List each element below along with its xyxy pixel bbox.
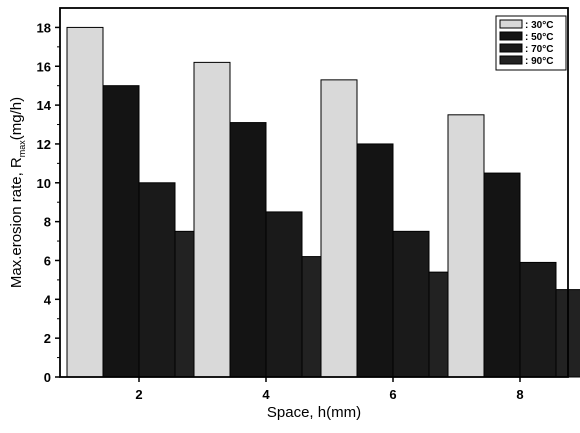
y-tick-label-12: 12 (37, 137, 51, 152)
x-tick-label-8: 8 (516, 387, 523, 402)
legend-swatch-1 (499, 31, 523, 41)
legend-label-3: : 90°C (525, 56, 553, 67)
bar-6-series-0 (320, 79, 358, 378)
legend-swatch-3 (499, 55, 523, 65)
x-tick-label-2: 2 (135, 387, 142, 402)
y-tick-label-18: 18 (37, 20, 51, 35)
bar-2-series-1 (102, 85, 140, 378)
plot-frame (59, 7, 569, 378)
bar-6-series-1 (356, 143, 394, 378)
bar-6-series-2 (392, 230, 430, 378)
y-axis-title-unit: (mg/h) (8, 97, 25, 140)
y-axis-title-subscript: max (17, 140, 27, 158)
y-tick-label-2: 2 (44, 331, 51, 346)
bar-4-series-2 (265, 211, 303, 378)
x-axis-title: Space, h(mm) (267, 404, 361, 421)
y-tick-label-0: 0 (44, 370, 51, 385)
legend-label-1: : 50°C (525, 32, 553, 43)
legend-swatch-2 (499, 43, 523, 53)
bar-4-series-0 (193, 61, 231, 378)
y-axis-title: Max.erosion rate, Rmax(mg/h) (8, 97, 27, 288)
y-tick-label-14: 14 (37, 98, 52, 113)
y-tick-label-8: 8 (44, 215, 51, 230)
bar-2-series-0 (66, 26, 104, 378)
y-axis-title-main: Max.erosion rate, R (8, 157, 25, 288)
bar-8-series-1 (483, 172, 521, 378)
bar-8-series-2 (519, 261, 557, 378)
x-tick-label-4: 4 (262, 387, 270, 402)
bar-4-series-1 (229, 122, 267, 378)
legend-label-0: : 30°C (525, 20, 553, 31)
y-tick-label-6: 6 (44, 253, 51, 268)
bar-2-series-2 (138, 182, 176, 378)
legend-label-2: : 70°C (525, 44, 553, 55)
y-tick-label-10: 10 (37, 176, 51, 191)
legend-swatch-0 (499, 19, 523, 29)
x-tick-label-6: 6 (389, 387, 396, 402)
y-tick-label-16: 16 (37, 59, 51, 74)
bar-8-series-0 (447, 114, 485, 378)
y-tick-label-4: 4 (44, 292, 52, 307)
